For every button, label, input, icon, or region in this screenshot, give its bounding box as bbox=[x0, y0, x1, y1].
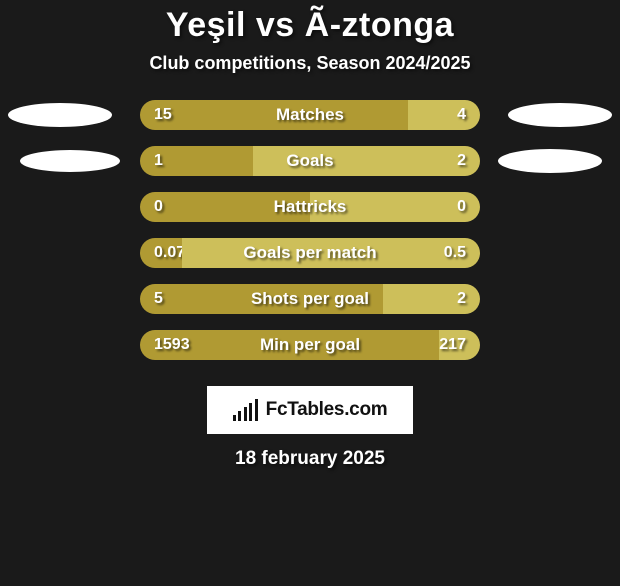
segment-left: 0 bbox=[140, 192, 310, 222]
stat-bar: 12Goals bbox=[140, 146, 480, 176]
right-placeholder-ellipse bbox=[508, 103, 612, 127]
right-placeholder-ellipse bbox=[498, 149, 602, 173]
stat-row: 1593217Min per goal bbox=[0, 322, 620, 368]
stat-row: 12Goals bbox=[0, 138, 620, 184]
value-right: 4 bbox=[457, 106, 466, 124]
date-text: 18 february 2025 bbox=[0, 448, 620, 470]
page-title: Yeşil vs Ã-ztonga bbox=[0, 6, 620, 45]
stat-row: 154Matches bbox=[0, 92, 620, 138]
stat-row: 52Shots per goal bbox=[0, 276, 620, 322]
segment-right: 4 bbox=[408, 100, 480, 130]
value-left: 15 bbox=[154, 106, 172, 124]
segment-left: 15 bbox=[140, 100, 408, 130]
value-left: 1 bbox=[154, 152, 163, 170]
stats-rows: 154Matches12Goals00Hattricks0.070.5Goals… bbox=[0, 92, 620, 368]
stat-bar: 1593217Min per goal bbox=[140, 330, 480, 360]
value-left: 0.07 bbox=[154, 244, 185, 262]
left-placeholder-ellipse bbox=[20, 150, 120, 172]
stat-row: 00Hattricks bbox=[0, 184, 620, 230]
segment-left: 0.07 bbox=[140, 238, 182, 268]
value-left: 0 bbox=[154, 198, 163, 216]
stat-bar: 00Hattricks bbox=[140, 192, 480, 222]
segment-left: 5 bbox=[140, 284, 383, 314]
stat-row: 0.070.5Goals per match bbox=[0, 230, 620, 276]
segment-right: 217 bbox=[439, 330, 480, 360]
segment-right: 0 bbox=[310, 192, 480, 222]
stat-bar: 0.070.5Goals per match bbox=[140, 238, 480, 268]
segment-right: 2 bbox=[253, 146, 480, 176]
left-placeholder-ellipse bbox=[8, 103, 112, 127]
fctables-logo: FcTables.com bbox=[207, 386, 413, 434]
logo-text: FcTables.com bbox=[266, 399, 388, 421]
value-left: 1593 bbox=[154, 336, 190, 354]
value-right: 2 bbox=[457, 290, 466, 308]
value-right: 0.5 bbox=[444, 244, 466, 262]
segment-left: 1 bbox=[140, 146, 253, 176]
subtitle: Club competitions, Season 2024/2025 bbox=[0, 53, 620, 74]
logo-bars-icon bbox=[233, 399, 258, 421]
value-left: 5 bbox=[154, 290, 163, 308]
stat-bar: 52Shots per goal bbox=[140, 284, 480, 314]
value-right: 217 bbox=[439, 336, 466, 354]
value-right: 0 bbox=[457, 198, 466, 216]
stat-bar: 154Matches bbox=[140, 100, 480, 130]
segment-right: 2 bbox=[383, 284, 480, 314]
logo-inner: FcTables.com bbox=[233, 399, 388, 421]
segment-left: 1593 bbox=[140, 330, 439, 360]
value-right: 2 bbox=[457, 152, 466, 170]
segment-right: 0.5 bbox=[182, 238, 480, 268]
